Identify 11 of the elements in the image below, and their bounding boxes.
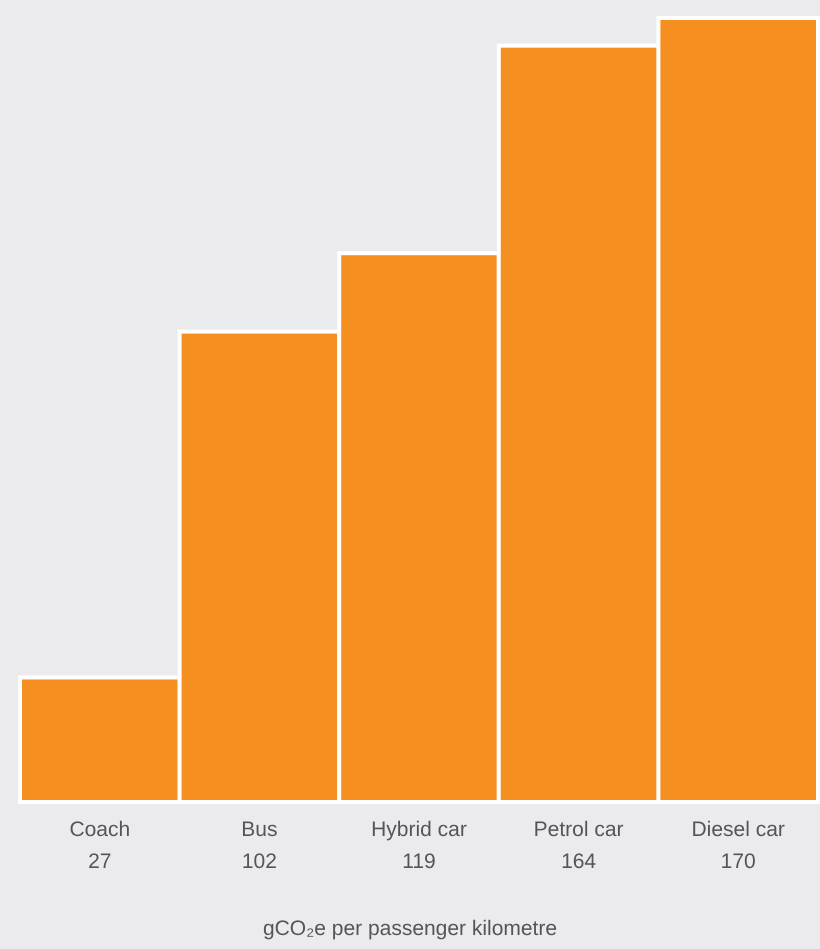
x-tick-label: Petrol car xyxy=(534,818,624,841)
data-label: 102 xyxy=(242,850,277,873)
data-label: 164 xyxy=(561,850,596,873)
x-tick-label: Coach xyxy=(69,818,130,841)
x-tick-label: Hybrid car xyxy=(371,818,467,841)
x-tick-label: Diesel car xyxy=(692,818,785,841)
data-label: 119 xyxy=(402,850,436,873)
x-tick-label: Bus xyxy=(241,818,278,841)
x-axis-title: gCO₂e per passenger kilometre xyxy=(262,917,558,940)
data-label: 170 xyxy=(720,850,756,873)
data-label: 27 xyxy=(88,850,112,873)
